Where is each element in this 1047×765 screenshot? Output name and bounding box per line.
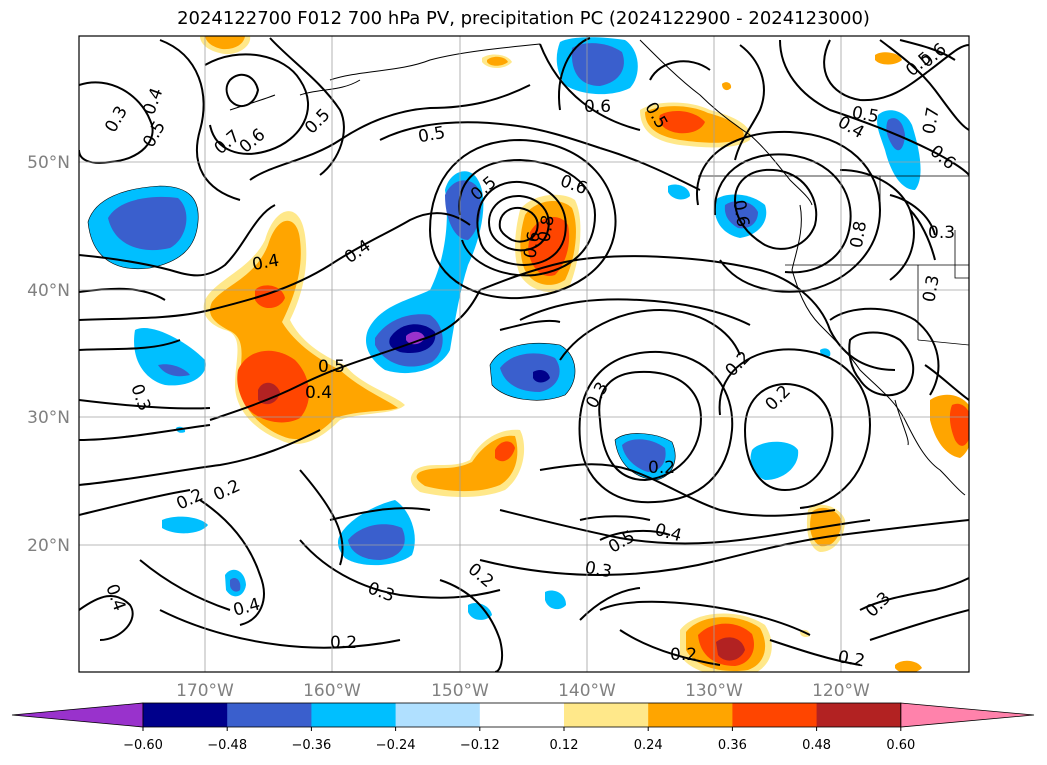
contour-label: 0.5 bbox=[417, 123, 447, 147]
contour-label: 0.3 bbox=[928, 223, 955, 243]
contour-label: 0.2 bbox=[330, 633, 357, 653]
pv-contours bbox=[79, 37, 969, 672]
contour-label: 0.6 bbox=[520, 230, 544, 260]
contour-label: 0.3 bbox=[919, 274, 943, 304]
lon-label: 170°W bbox=[176, 681, 234, 701]
colorbar-tick-label: −0.48 bbox=[207, 738, 247, 753]
lon-label: 120°W bbox=[812, 681, 870, 701]
contour-label: 0.5 bbox=[318, 357, 345, 377]
gridlines bbox=[79, 36, 969, 672]
contour-label: 0.3 bbox=[583, 558, 613, 582]
map-frame bbox=[78, 35, 970, 673]
lon-label: 130°W bbox=[685, 681, 743, 701]
colorbar bbox=[11, 702, 1035, 728]
contour-label: 0.5 bbox=[850, 103, 880, 127]
contour-label: 0.7 bbox=[919, 106, 943, 136]
colorbar-segment bbox=[227, 703, 312, 727]
colorbar-segment bbox=[732, 703, 818, 727]
latitude-labels: 50°N 40°N 30°N 20°N bbox=[27, 153, 70, 556]
colorbar-tick-label: 0.12 bbox=[550, 738, 579, 753]
colorbar-tick-label: 0.24 bbox=[634, 738, 663, 753]
contour-label: 0.2 bbox=[670, 645, 697, 665]
contour-label: 0.8 bbox=[847, 220, 871, 250]
contour-label: 0.6 bbox=[728, 198, 752, 228]
colorbar-segment bbox=[311, 703, 397, 727]
colorbar-segment bbox=[816, 703, 902, 727]
colorbar-tick-label: −0.36 bbox=[291, 738, 331, 753]
longitude-labels: 170°W 160°W 150°W 140°W 130°W 120°W bbox=[176, 681, 870, 701]
colorbar-tick-label: −0.12 bbox=[460, 738, 500, 753]
colorbar-tick-label: −0.24 bbox=[376, 738, 416, 753]
lon-label: 160°W bbox=[303, 681, 361, 701]
contour-label: 0.6 bbox=[584, 97, 611, 117]
contour-label: 0.4 bbox=[251, 251, 281, 275]
colorbar-extend-high bbox=[900, 702, 1035, 728]
lat-label: 20°N bbox=[27, 536, 70, 556]
map-title: 2024122700 F012 700 hPa PV, precipitatio… bbox=[177, 8, 870, 29]
lat-label: 30°N bbox=[27, 408, 70, 428]
contour-label: 0.2 bbox=[836, 647, 866, 671]
contour-label: 0.2 bbox=[648, 458, 675, 478]
contour-labels: 0.3 0.4 0.5 0.6 0.7 0.5 0.4 0.5 0.6 0.5 … bbox=[101, 39, 959, 671]
colorbar-segment bbox=[479, 703, 565, 727]
colorbar-tick-label: −0.60 bbox=[123, 738, 163, 753]
plot-area bbox=[79, 36, 969, 672]
precip-outlines bbox=[87, 185, 676, 481]
colorbar-extend-low bbox=[11, 702, 144, 728]
colorbar-tick-label: 0.60 bbox=[886, 738, 915, 753]
colorbar-segment bbox=[395, 703, 481, 727]
colorbar-segment bbox=[564, 703, 649, 727]
lat-label: 40°N bbox=[27, 281, 70, 301]
contour-label: 0.8 bbox=[534, 214, 558, 244]
colorbar-tick-label: 0.48 bbox=[802, 738, 831, 753]
lat-label: 50°N bbox=[27, 153, 70, 173]
colorbar-tick-label: 0.36 bbox=[718, 738, 747, 753]
colorbar-frame bbox=[142, 702, 902, 728]
colorbar-segment bbox=[648, 703, 733, 727]
colorbar-segment bbox=[143, 703, 228, 727]
colorbar-labels: −0.60 −0.48 −0.36 −0.24 −0.12 0.12 0.24 0.36 0.4… bbox=[123, 727, 915, 753]
lon-label: 150°W bbox=[431, 681, 489, 701]
lon-label: 140°W bbox=[558, 681, 616, 701]
contour-label: 0.4 bbox=[305, 383, 332, 403]
